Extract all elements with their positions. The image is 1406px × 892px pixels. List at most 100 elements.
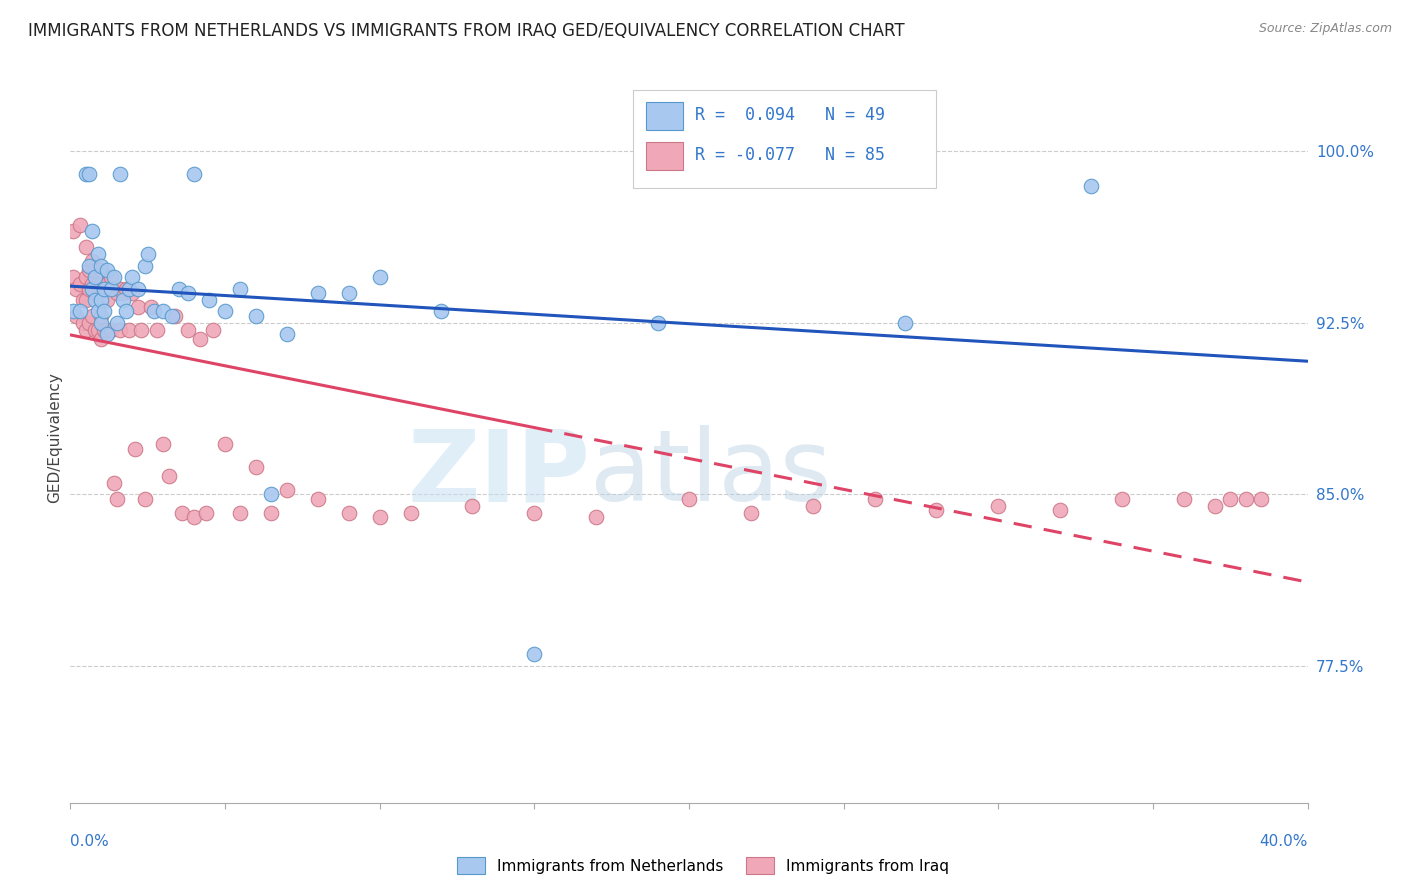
Point — [183, 510, 205, 524]
Point — [96, 277, 118, 291]
Point — [678, 491, 700, 506]
Point — [72, 316, 94, 330]
Point — [90, 277, 112, 291]
Point — [1219, 491, 1241, 506]
Point — [139, 300, 162, 314]
Point — [183, 167, 205, 181]
Point — [245, 459, 267, 474]
Point — [93, 323, 115, 337]
Point — [77, 259, 100, 273]
Point — [1234, 491, 1257, 506]
Point — [201, 323, 224, 337]
Point — [276, 327, 298, 342]
Point — [103, 475, 125, 490]
Point — [80, 281, 103, 295]
Point — [307, 286, 329, 301]
Point — [84, 323, 107, 337]
Point — [80, 224, 103, 238]
Point — [121, 286, 143, 301]
Point — [75, 240, 97, 254]
Point — [69, 277, 91, 291]
Point — [245, 309, 267, 323]
Point — [105, 286, 128, 301]
Point — [108, 167, 131, 181]
Point — [93, 304, 115, 318]
Point — [585, 510, 607, 524]
Point — [134, 491, 156, 506]
Point — [461, 499, 484, 513]
Point — [523, 647, 546, 661]
Point — [69, 304, 91, 318]
Point — [108, 281, 131, 295]
Point — [276, 483, 298, 497]
Point — [1250, 491, 1272, 506]
Point — [105, 491, 128, 506]
Text: IMMIGRANTS FROM NETHERLANDS VS IMMIGRANTS FROM IRAQ GED/EQUIVALENCY CORRELATION : IMMIGRANTS FROM NETHERLANDS VS IMMIGRANT… — [28, 22, 904, 40]
Legend: Immigrants from Netherlands, Immigrants from Iraq: Immigrants from Netherlands, Immigrants … — [451, 851, 955, 880]
Point — [80, 254, 103, 268]
Point — [136, 247, 159, 261]
Point — [229, 281, 252, 295]
Point — [77, 281, 100, 295]
Point — [229, 506, 252, 520]
FancyBboxPatch shape — [633, 90, 936, 188]
Point — [96, 293, 118, 307]
Point — [84, 286, 107, 301]
Point — [430, 304, 453, 318]
Point — [198, 293, 221, 307]
Point — [170, 506, 193, 520]
Point — [105, 316, 128, 330]
Point — [894, 316, 917, 330]
Point — [77, 263, 100, 277]
Point — [108, 323, 131, 337]
Point — [399, 506, 422, 520]
Point — [75, 293, 97, 307]
Point — [118, 323, 141, 337]
Point — [115, 304, 138, 318]
Text: R =  0.094   N = 49: R = 0.094 N = 49 — [695, 106, 886, 124]
Point — [77, 316, 100, 330]
Point — [337, 506, 360, 520]
Point — [162, 309, 184, 323]
Point — [1204, 499, 1226, 513]
Point — [1080, 178, 1102, 193]
Point — [103, 270, 125, 285]
Point — [134, 259, 156, 273]
Point — [307, 491, 329, 506]
Point — [84, 270, 107, 285]
Point — [157, 469, 180, 483]
Point — [90, 316, 112, 330]
Point — [75, 270, 97, 285]
Point — [80, 309, 103, 323]
Point — [115, 281, 138, 295]
Text: Source: ZipAtlas.com: Source: ZipAtlas.com — [1258, 22, 1392, 36]
Point — [100, 323, 122, 337]
Point — [127, 281, 149, 295]
Point — [65, 281, 87, 295]
Point — [1173, 491, 1195, 506]
Point — [72, 293, 94, 307]
Point — [124, 442, 146, 456]
Point — [368, 510, 391, 524]
Point — [863, 491, 886, 506]
Text: 40.0%: 40.0% — [1260, 834, 1308, 849]
Point — [740, 506, 762, 520]
Point — [65, 309, 87, 323]
Point — [90, 309, 112, 323]
Point — [77, 167, 100, 181]
Point — [62, 304, 84, 318]
Text: 0.0%: 0.0% — [70, 834, 110, 849]
Point — [75, 323, 97, 337]
Text: ZIP: ZIP — [408, 425, 591, 522]
Point — [87, 304, 110, 318]
Point — [142, 304, 165, 318]
Point — [90, 259, 112, 273]
Text: atlas: atlas — [591, 425, 831, 522]
Bar — [645, 143, 683, 170]
Point — [214, 304, 236, 318]
Point — [177, 286, 200, 301]
Point — [87, 277, 110, 291]
Point — [146, 323, 169, 337]
Point — [62, 270, 84, 285]
Point — [93, 281, 115, 295]
